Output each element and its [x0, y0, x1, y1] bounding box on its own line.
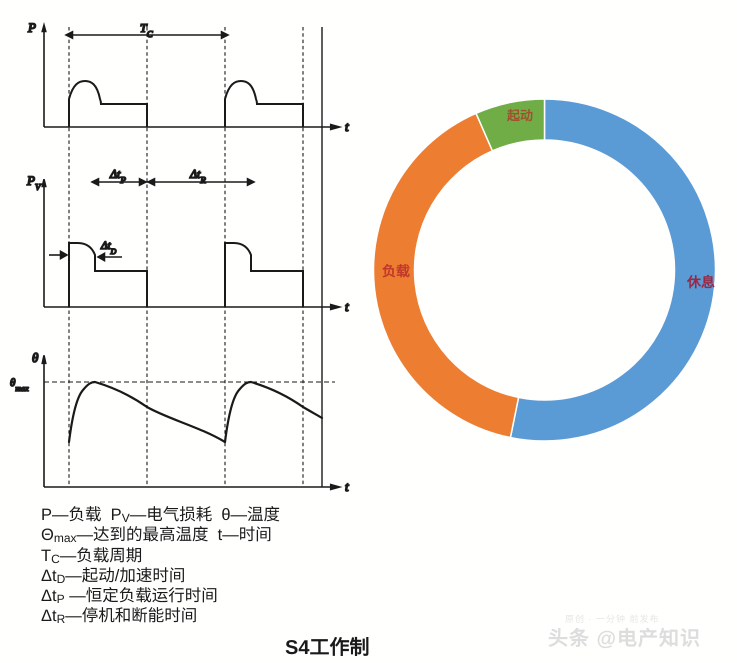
svg-text:负载: 负载: [382, 263, 410, 279]
svg-text:休息: 休息: [686, 274, 715, 290]
svg-text:起动: 起动: [506, 108, 533, 123]
